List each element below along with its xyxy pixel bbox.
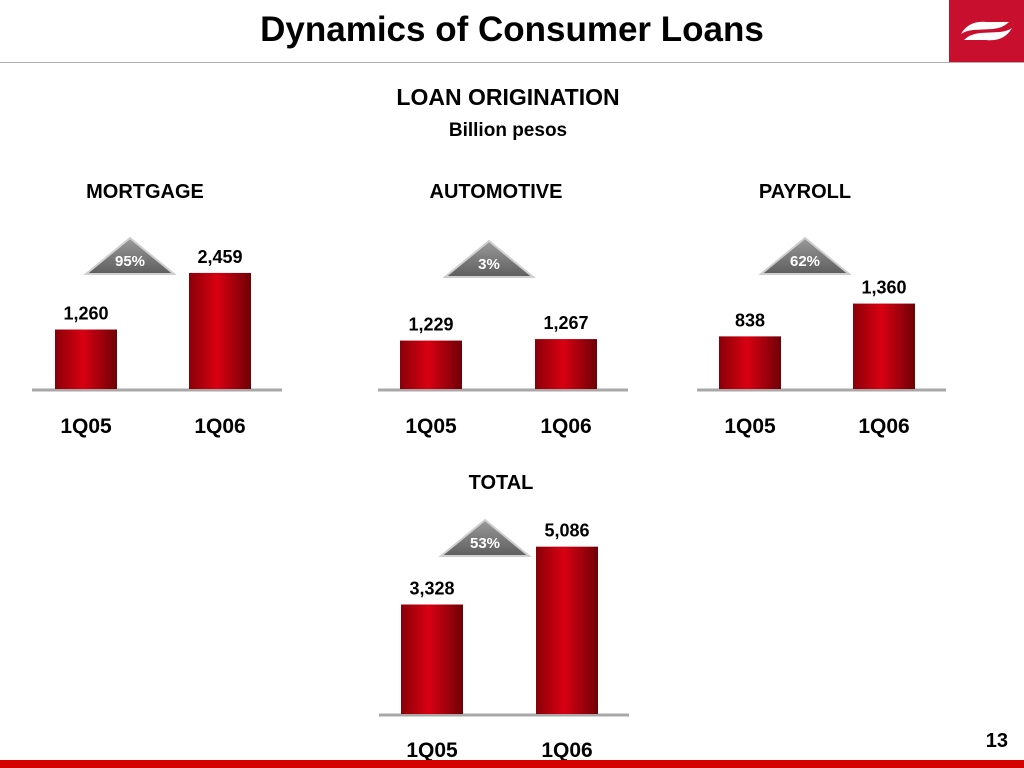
mortgage-category-label-1q06: 1Q06 [194, 415, 245, 438]
payroll-value-label-1q06: 1,360 [861, 278, 906, 298]
payroll-bar-1q06 [853, 303, 915, 389]
total-chart-title: TOTAL [468, 472, 534, 494]
section-heading: LOAN ORIGINATION [396, 84, 620, 110]
bank-logo [949, 0, 1024, 62]
payroll-category-label-1q06: 1Q06 [858, 415, 909, 438]
total-growth-badge-label: 53% [470, 535, 500, 552]
total-category-label-1q05: 1Q05 [406, 739, 458, 762]
mortgage-value-label-1q05: 1,260 [63, 304, 108, 324]
mortgage-category-label-1q05: 1Q05 [60, 415, 112, 438]
automotive-growth-badge-label: 3% [478, 256, 500, 273]
mortgage-value-label-1q06: 2,459 [197, 247, 242, 267]
automotive-bar-1q05 [400, 340, 462, 389]
automotive-chart-title: AUTOMOTIVE [429, 181, 563, 203]
mortgage-bar-1q05 [55, 329, 117, 389]
payroll-value-label-1q05: 838 [735, 310, 765, 330]
logo-background [949, 0, 1024, 62]
automotive-value-label-1q05: 1,229 [408, 315, 453, 335]
automotive-value-label-1q06: 1,267 [543, 313, 588, 333]
units-subheading: Billion pesos [448, 120, 568, 141]
total-bar-1q05 [401, 604, 463, 714]
mortgage-chart-title: MORTGAGE [86, 181, 204, 203]
title-divider [0, 62, 1024, 63]
slide-title: Dynamics of Consumer Loans [260, 10, 764, 49]
bottom-accent-bar [0, 760, 1024, 768]
total-growth-badge [438, 518, 532, 557]
automotive-category-label-1q06: 1Q06 [540, 415, 591, 438]
page-number: 13 [985, 730, 1008, 752]
logo-upper-stroke [961, 21, 1009, 34]
payroll-bar-1q05 [719, 336, 781, 389]
total-bar-1q06 [536, 546, 598, 714]
mortgage-growth-badge [83, 236, 177, 275]
automotive-bar-1q06 [535, 339, 597, 389]
payroll-chart-title: PAYROLL [758, 181, 852, 203]
automotive-growth-badge [442, 239, 536, 278]
logo-lower-stroke [964, 28, 1012, 41]
total-category-label-1q06: 1Q06 [541, 739, 592, 762]
total-value-label-1q05: 3,328 [409, 579, 454, 599]
payroll-growth-badge [758, 236, 852, 275]
automotive-category-label-1q05: 1Q05 [405, 415, 457, 438]
mortgage-growth-badge-label: 95% [115, 253, 145, 270]
payroll-growth-badge-label: 62% [790, 253, 820, 270]
payroll-category-label-1q05: 1Q05 [724, 415, 776, 438]
mortgage-bar-1q06 [189, 272, 251, 389]
total-value-label-1q06: 5,086 [544, 521, 589, 541]
